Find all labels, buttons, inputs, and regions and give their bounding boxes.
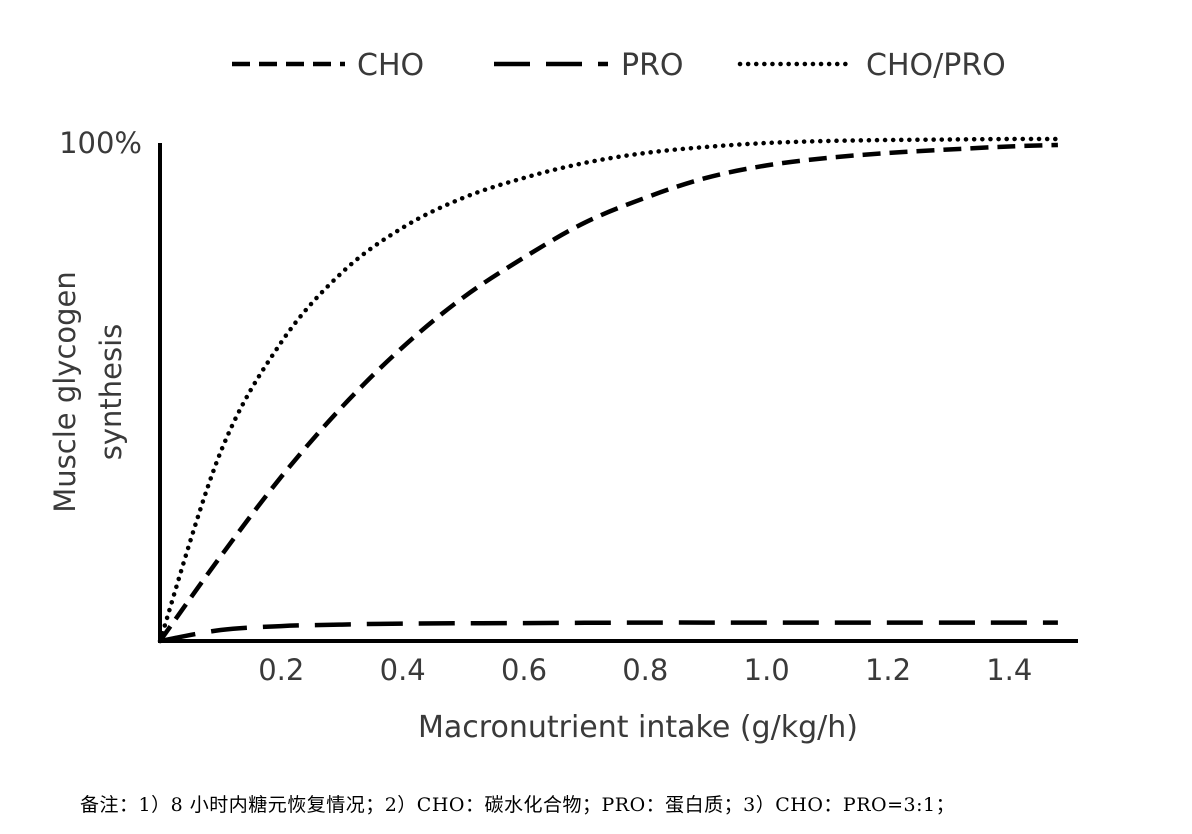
x-tick-label: 0.4 — [380, 653, 426, 687]
x-tick-label: 0.2 — [258, 653, 304, 687]
series-line-pro — [159, 620, 1058, 644]
footnote: 备注：1）8 小时内糖元恢复情况；2）CHO：碳水化合物；PRO：蛋白质；3）C… — [80, 794, 956, 816]
x-tick-label: 0.6 — [501, 653, 547, 687]
legend-label: CHO — [357, 48, 424, 83]
x-tick-label: 1.0 — [744, 653, 790, 687]
legend: CHO PRO CHO/PRO — [232, 48, 1006, 83]
x-tick-label: 1.4 — [986, 653, 1032, 687]
legend-label: PRO — [621, 48, 684, 83]
legend-label: CHO/PRO — [866, 48, 1006, 83]
series-line-cho — [158, 142, 1058, 643]
y-axis-label-line2: synthesis — [94, 324, 128, 461]
x-tick-label: 0.8 — [622, 653, 668, 687]
x-tick-labels: 0.2 0.4 0.6 0.8 1.0 1.2 1.4 — [258, 653, 1032, 687]
y-axis-label-line1: Muscle glycogen — [48, 271, 82, 513]
x-axis-label: Macronutrient intake (g/kg/h) — [418, 710, 858, 745]
y-axis-label: Muscle glycogen synthesis — [48, 271, 128, 513]
y-tick-label-100: 100% — [59, 126, 142, 160]
series-group — [157, 136, 1061, 644]
x-tick-label: 1.2 — [865, 653, 911, 687]
series-line-cho-pro — [157, 136, 1061, 644]
